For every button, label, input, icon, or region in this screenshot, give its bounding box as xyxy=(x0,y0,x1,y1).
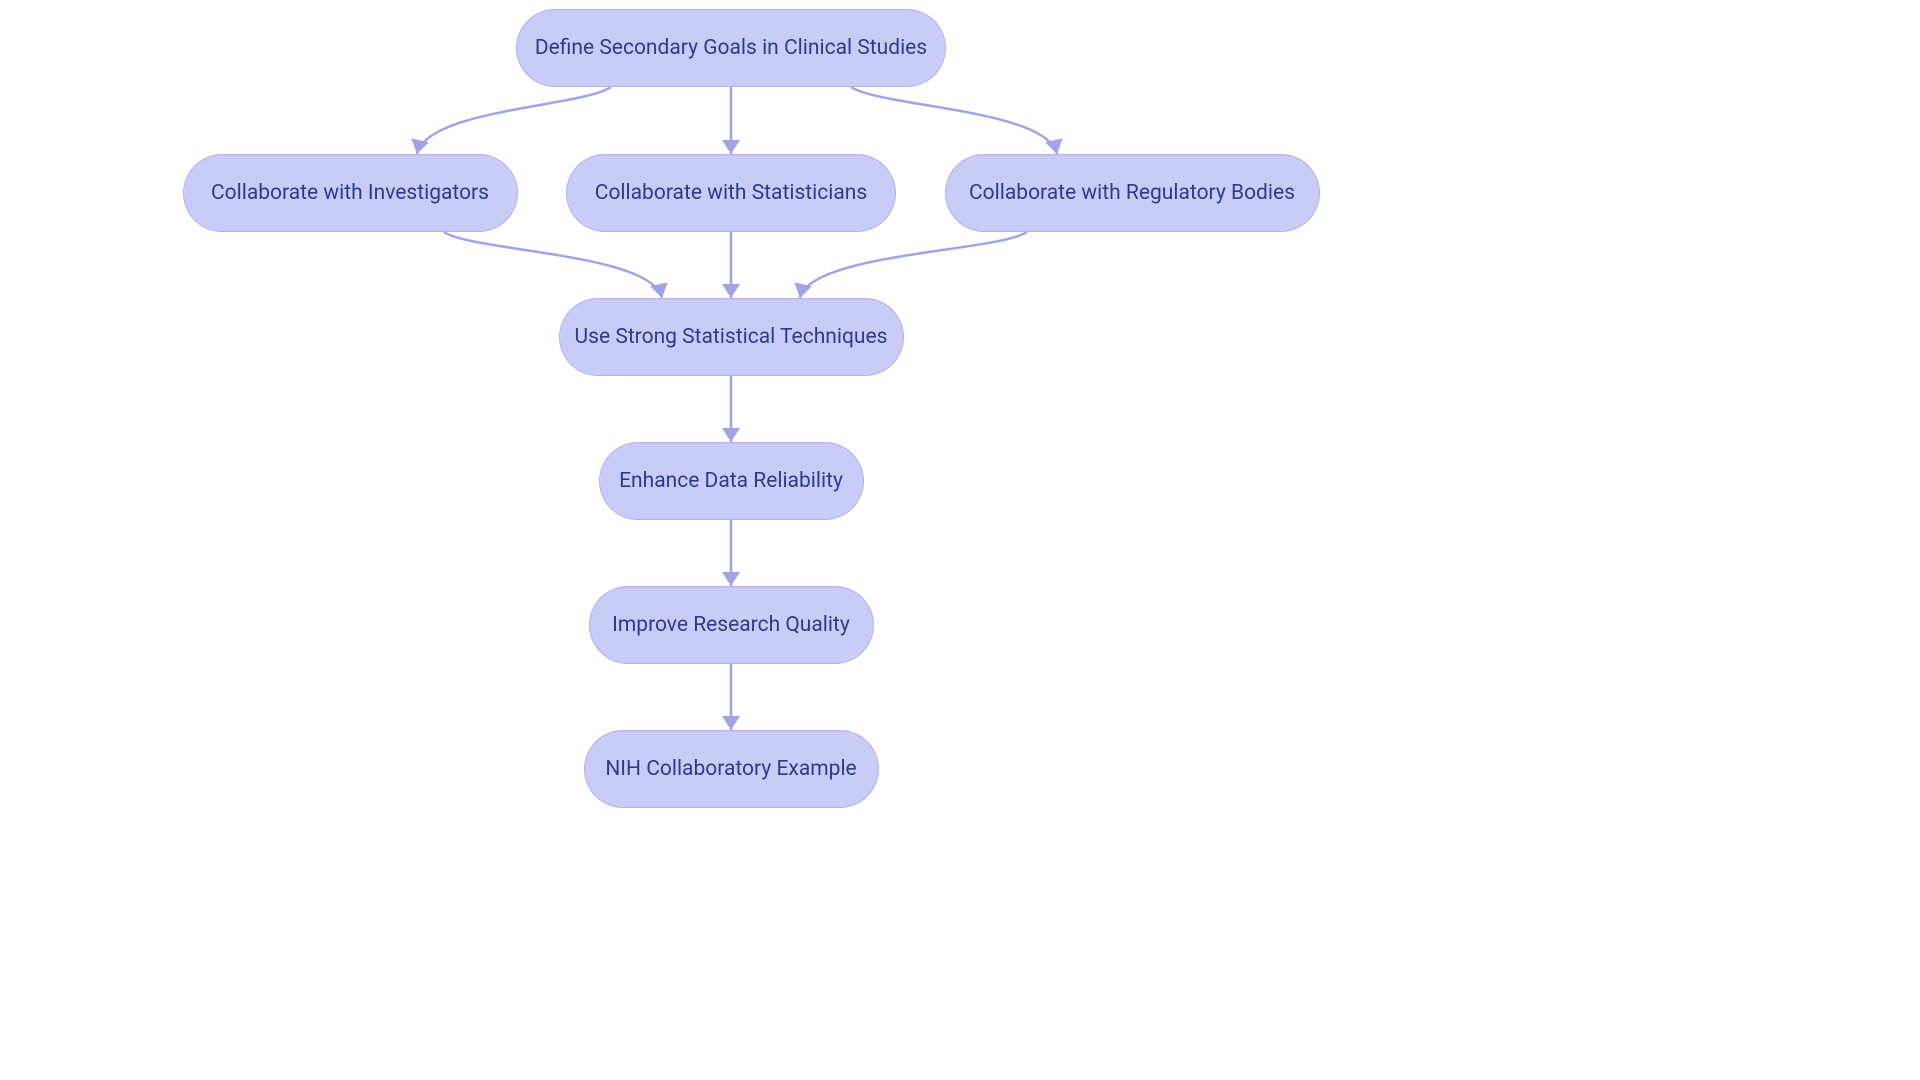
node-label: Use Strong Statistical Techniques xyxy=(575,325,888,349)
node-statisticians: Collaborate with Statisticians xyxy=(566,154,896,232)
arrowhead xyxy=(650,282,668,298)
node-quality: Improve Research Quality xyxy=(589,586,874,664)
arrowhead xyxy=(722,572,740,586)
edge-define-to-regulatory xyxy=(851,87,1057,154)
arrowhead xyxy=(794,282,812,298)
edge-investigators-to-techniques xyxy=(444,232,662,298)
node-label: Collaborate with Regulatory Bodies xyxy=(969,181,1295,205)
node-techniques: Use Strong Statistical Techniques xyxy=(559,298,904,376)
arrowhead xyxy=(722,140,740,154)
arrowhead xyxy=(411,138,429,154)
arrowhead xyxy=(722,284,740,298)
node-nih: NIH Collaboratory Example xyxy=(584,730,879,808)
node-label: NIH Collaboratory Example xyxy=(605,757,856,781)
arrowhead xyxy=(722,428,740,442)
arrowhead xyxy=(1045,138,1063,154)
node-label: Collaborate with Investigators xyxy=(211,181,489,205)
node-regulatory: Collaborate with Regulatory Bodies xyxy=(945,154,1320,232)
arrowhead xyxy=(722,716,740,730)
edge-define-to-investigators xyxy=(417,87,611,154)
node-reliability: Enhance Data Reliability xyxy=(599,442,864,520)
edge-regulatory-to-techniques xyxy=(800,232,1027,298)
node-define: Define Secondary Goals in Clinical Studi… xyxy=(516,9,946,87)
node-label: Improve Research Quality xyxy=(612,613,850,637)
node-label: Enhance Data Reliability xyxy=(619,469,843,493)
node-label: Collaborate with Statisticians xyxy=(595,181,867,205)
node-label: Define Secondary Goals in Clinical Studi… xyxy=(535,36,927,60)
node-investigators: Collaborate with Investigators xyxy=(183,154,518,232)
flowchart-canvas: Define Secondary Goals in Clinical Studi… xyxy=(0,0,1920,1080)
